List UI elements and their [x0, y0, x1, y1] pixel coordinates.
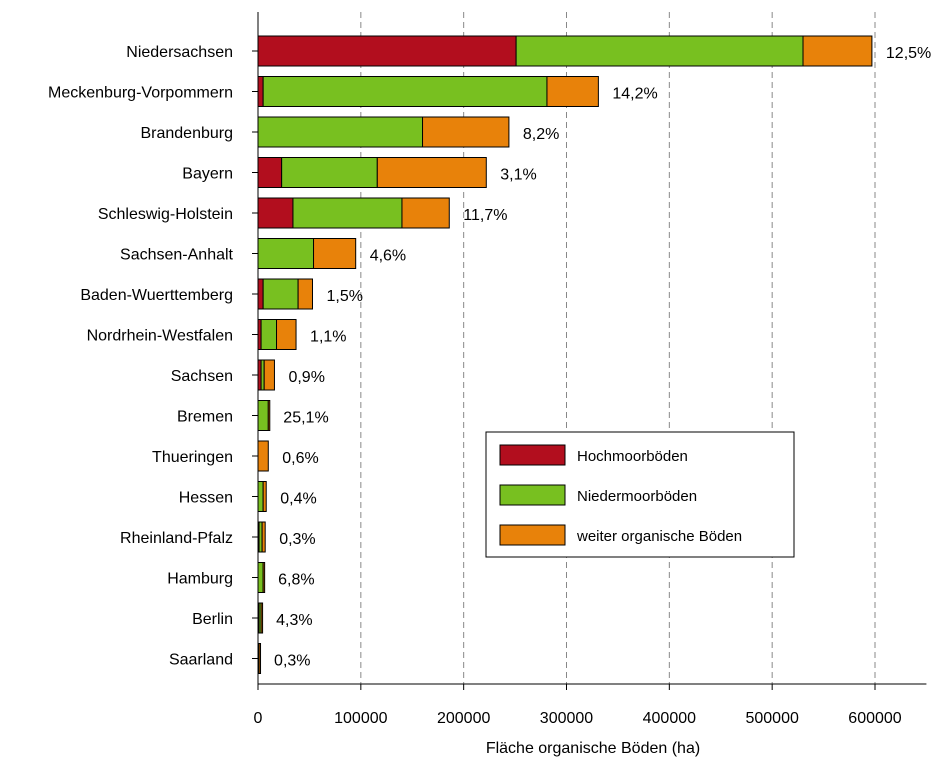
bar-segment — [546, 76, 599, 107]
bar-segment — [257, 562, 264, 593]
bar-segment — [260, 319, 278, 350]
percent-label: 0,3% — [279, 531, 315, 548]
percent-label: 8,2% — [523, 126, 559, 143]
category-label: Meckenburg-Vorpommern — [48, 85, 233, 102]
x-tick-label: 500000 — [745, 710, 798, 727]
bar-segment — [261, 521, 266, 553]
x-axis-title: Fläche organische Böden (ha) — [486, 740, 700, 757]
bar-segment — [262, 76, 548, 107]
percent-label: 1,1% — [310, 329, 346, 346]
bar-segment — [313, 238, 357, 269]
category-label: Hamburg — [167, 571, 233, 588]
bar-segment — [257, 157, 283, 188]
bar-segment — [802, 35, 873, 67]
bar-segment — [292, 197, 403, 229]
bar-segment — [260, 602, 264, 634]
percent-label: 25,1% — [283, 410, 328, 427]
percent-label: 3,1% — [500, 167, 536, 184]
bar-segment — [257, 481, 264, 512]
legend-label: weiter organische Böden — [576, 528, 742, 545]
percent-label: 0,6% — [282, 450, 318, 467]
percent-label: 1,5% — [327, 288, 363, 305]
percent-label: 0,4% — [280, 491, 316, 508]
category-label: Hessen — [179, 490, 233, 507]
category-label: Bayern — [182, 166, 233, 183]
bar-segment — [257, 440, 269, 472]
x-tick-label: 100000 — [334, 710, 387, 727]
category-label: Saarland — [169, 652, 233, 669]
bar-segment — [257, 35, 517, 67]
percent-label: 14,2% — [612, 86, 657, 103]
bar-segment — [401, 197, 450, 229]
bar-segment — [262, 278, 299, 310]
bar-segment — [257, 278, 264, 310]
percent-label: 0,3% — [274, 653, 310, 670]
category-label: Brandenburg — [140, 125, 233, 142]
bar-segment — [281, 157, 378, 188]
category-label: Thueringen — [152, 449, 233, 466]
bar-segment — [263, 359, 275, 391]
bar-segment — [257, 400, 269, 431]
category-label: Baden-Wuerttemberg — [80, 287, 233, 304]
grid-lines — [360, 12, 876, 684]
bar-segment — [257, 116, 424, 148]
bar-segment — [257, 197, 294, 229]
legend-swatch — [499, 444, 566, 466]
percent-label: 6,8% — [278, 572, 314, 589]
bars — [257, 35, 873, 674]
labels: 0 100000 200000 300000 400000 500000 600000 Nie… — [48, 44, 931, 727]
legend-swatch — [499, 524, 566, 546]
percent-label: 0,9% — [288, 369, 324, 386]
bar-segment — [276, 319, 297, 350]
percent-label: 4,6% — [370, 248, 406, 265]
bar-segment — [262, 562, 266, 593]
x-tick-label: 300000 — [540, 710, 593, 727]
x-tick-label: 400000 — [643, 710, 696, 727]
category-label: Niedersachsen — [126, 44, 233, 61]
bar-segment — [376, 157, 487, 188]
axes — [252, 12, 927, 690]
category-label: Berlin — [192, 611, 233, 628]
x-tick-label: 0 — [254, 710, 263, 727]
bar-segment — [258, 643, 262, 674]
bar-segment — [297, 278, 314, 310]
legend-swatch — [499, 484, 566, 506]
x-tick-label: 200000 — [437, 710, 490, 727]
category-label: Bremen — [177, 409, 233, 426]
x-tick-label: 600000 — [848, 710, 901, 727]
bar-segment — [267, 400, 271, 431]
bar-segment — [257, 76, 264, 107]
percent-label: 11,7% — [463, 207, 507, 224]
bar-segment — [262, 481, 267, 512]
percent-label: 4,3% — [276, 612, 312, 629]
legend: Hochmoorböden Niedermoorböden weiter organ… — [485, 431, 795, 558]
category-label: Rheinland-Pfalz — [120, 530, 233, 547]
legend-label: Niedermoorböden — [577, 488, 697, 505]
category-label: Schleswig-Holstein — [98, 206, 233, 223]
percent-label: 12,5% — [886, 45, 931, 62]
category-label: Sachsen — [171, 368, 233, 385]
legend-label: Hochmoorböden — [577, 448, 688, 465]
bar-segment — [257, 238, 315, 269]
category-label: Sachsen-Anhalt — [120, 247, 234, 264]
category-label: Nordrhein-Westfalen — [87, 328, 233, 345]
bar-segment — [515, 35, 804, 67]
bar-segment — [422, 116, 510, 148]
